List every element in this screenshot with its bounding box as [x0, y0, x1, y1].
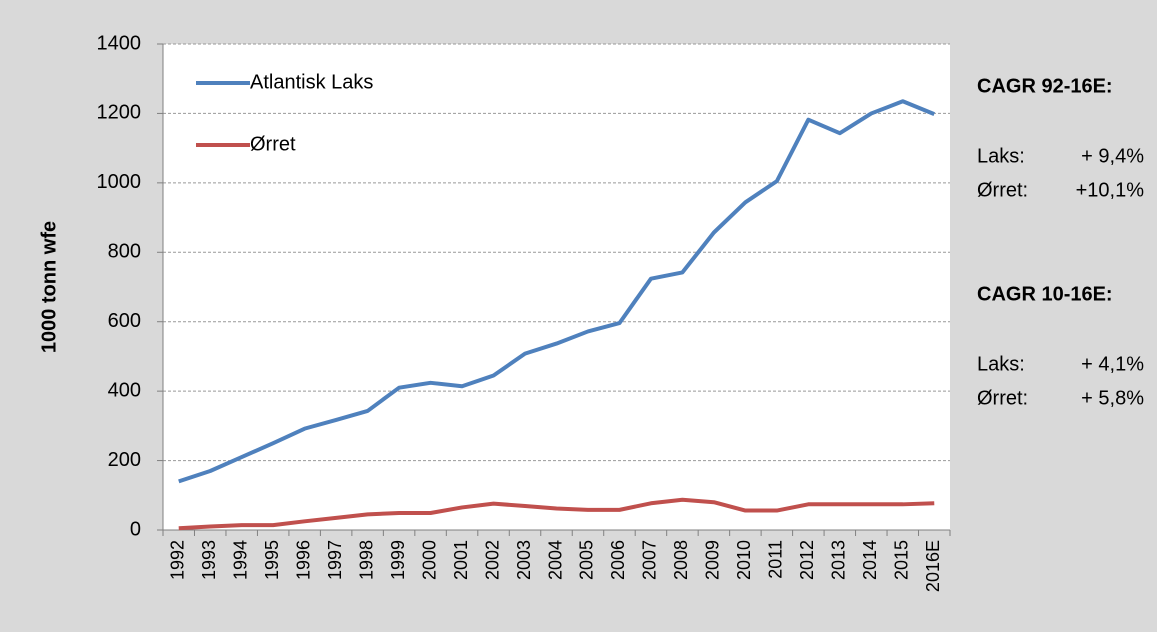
series-line: [178, 99, 936, 484]
y-tick-label: 1000: [97, 171, 142, 193]
y-axis-label: 1000 tonn wfe: [38, 221, 60, 353]
x-tick-label: 2015: [892, 540, 912, 580]
x-tick-label: 2006: [608, 540, 628, 580]
annotation-label: Ørret:: [977, 387, 1028, 409]
x-tick-label: 2002: [482, 540, 502, 580]
annotation-title: CAGR 10-16E:: [977, 283, 1113, 305]
x-tick-label: 2013: [829, 540, 849, 580]
annotation-title: CAGR 92-16E:: [977, 75, 1113, 97]
series-line: [178, 497, 935, 531]
annotation-label: Ørret:: [977, 179, 1028, 201]
y-tick-label: 0: [130, 518, 141, 540]
y-tick-label: 400: [108, 379, 141, 401]
x-tick-label: 1996: [293, 540, 313, 580]
annotation-label: Laks:: [977, 145, 1025, 167]
y-tick-label: 600: [108, 310, 141, 332]
x-tick-label: 1993: [199, 540, 219, 580]
x-tick-label: 2003: [514, 540, 534, 580]
x-tick-label: 2004: [545, 540, 565, 580]
plot-area: [163, 44, 950, 530]
annotation-label: Laks:: [977, 353, 1025, 375]
x-tick-label: 2008: [671, 540, 691, 580]
x-tick-label: 2000: [419, 540, 439, 580]
x-tick-label: 1994: [230, 540, 250, 580]
x-tick-label: 2011: [766, 540, 786, 579]
x-tick-label: 2014: [860, 540, 880, 580]
x-tick-label: 2016E: [923, 540, 943, 592]
annotation-value: + 4,1%: [1081, 353, 1144, 375]
x-tick-label: 2012: [797, 540, 817, 580]
x-tick-label: 1997: [325, 540, 345, 580]
x-tick-label: 2001: [451, 540, 471, 580]
legend-label: Atlantisk Laks: [250, 71, 373, 93]
y-tick-label: 1200: [97, 102, 142, 124]
x-tick-label: 2010: [734, 540, 754, 580]
x-tick-label: 2009: [703, 540, 723, 580]
y-tick-label: 200: [108, 449, 141, 471]
annotation-value: +10,1%: [1076, 179, 1145, 201]
x-tick-label: 2005: [577, 540, 597, 580]
x-tick-label: 1995: [262, 540, 282, 580]
x-tick-label: 1992: [167, 540, 187, 580]
annotation-value: + 9,4%: [1081, 145, 1144, 167]
x-tick-label: 2007: [640, 540, 660, 580]
y-tick-label: 800: [108, 241, 141, 263]
y-tick-label: 1400: [97, 32, 142, 54]
x-tick-label: 1999: [388, 540, 408, 580]
legend-label: Ørret: [250, 133, 296, 155]
x-tick-label: 1998: [356, 540, 376, 580]
annotation-value: + 5,8%: [1081, 387, 1144, 409]
